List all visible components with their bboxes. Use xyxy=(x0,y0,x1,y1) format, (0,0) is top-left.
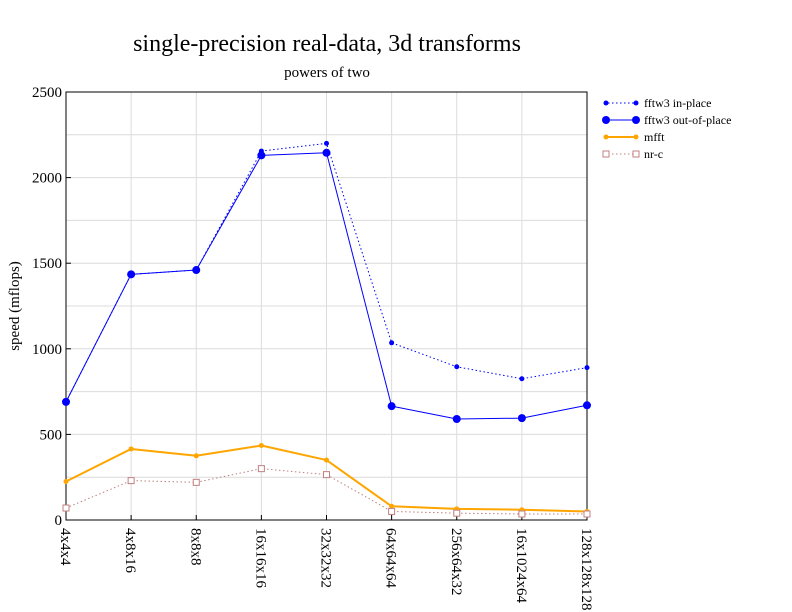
series-group xyxy=(62,140,591,518)
y-axis-label: speed (mflops) xyxy=(7,261,23,351)
data-point xyxy=(324,457,329,463)
legend-swatch-marker xyxy=(633,134,639,140)
legend-swatch-marker xyxy=(632,116,640,124)
data-point xyxy=(584,365,590,371)
legend-swatch-marker xyxy=(632,150,640,158)
data-point xyxy=(453,509,461,517)
legend-swatch-marker xyxy=(633,100,639,106)
x-tick-label: 16x1024x64 xyxy=(513,528,529,604)
y-tick-label: 500 xyxy=(40,427,63,443)
x-axis: 4x4x4 4x8x16 8x8x8 16x16x16 32x32x32 64x64x64… xyxy=(57,515,594,611)
series-line xyxy=(65,468,587,515)
legend-swatch-marker xyxy=(603,100,609,106)
legend-label: fftw3 in-place xyxy=(644,96,711,110)
data-point xyxy=(127,270,136,279)
data-point xyxy=(192,478,200,486)
legend-item: fftw3 out-of-place xyxy=(602,113,731,127)
data-point xyxy=(258,443,264,449)
data-point xyxy=(518,510,526,518)
data-point xyxy=(389,503,395,509)
y-axis: 0 500 1000 1500 2000 2500 xyxy=(32,85,71,529)
x-tick-label: 4x8x16 xyxy=(122,528,138,574)
data-point xyxy=(583,401,591,410)
data-point xyxy=(583,510,591,518)
legend-swatch-marker xyxy=(602,150,610,158)
data-point xyxy=(323,471,330,479)
data-point xyxy=(257,465,265,473)
y-tick-label: 2500 xyxy=(32,85,62,101)
legend-swatch-marker xyxy=(603,134,609,140)
x-tick-label: 256x64x32 xyxy=(448,528,464,596)
data-point xyxy=(517,414,526,423)
data-point xyxy=(324,140,329,146)
chart-subtitle: powers of two xyxy=(284,65,370,81)
data-point xyxy=(62,397,70,406)
series-mfft xyxy=(63,443,590,514)
data-point xyxy=(389,340,395,346)
legend: fftw3 in-place fftw3 out-of-place mfft nr-c xyxy=(602,96,731,161)
data-point xyxy=(257,151,266,160)
data-point xyxy=(454,364,460,370)
legend-label: nr-c xyxy=(644,147,663,161)
series-fftw3-out-of-place xyxy=(62,148,591,423)
legend-item: fftw3 in-place xyxy=(603,96,711,110)
y-tick-label: 0 xyxy=(55,513,63,529)
legend-label: fftw3 out-of-place xyxy=(644,113,731,127)
data-point xyxy=(322,148,331,157)
legend-item: nr-c xyxy=(602,147,663,161)
y-tick-label: 1500 xyxy=(32,256,62,272)
x-tick-label: 4x4x4 xyxy=(57,528,73,566)
data-point xyxy=(193,453,199,459)
data-point xyxy=(519,376,525,382)
data-point xyxy=(192,266,201,275)
x-tick-label: 128x128x128 xyxy=(578,528,594,611)
series-nr-c xyxy=(62,465,591,518)
data-point xyxy=(387,402,396,411)
legend-swatch-marker xyxy=(602,116,610,124)
data-point xyxy=(63,478,69,484)
legend-label: mfft xyxy=(644,130,665,144)
legend-item: mfft xyxy=(603,130,665,144)
data-point xyxy=(62,504,70,512)
x-tick-label: 32x32x32 xyxy=(318,528,334,588)
chart-title: single-precision real-data, 3d transform… xyxy=(133,31,521,57)
x-tick-label: 16x16x16 xyxy=(252,528,268,589)
y-tick-label: 1000 xyxy=(32,342,62,358)
data-point xyxy=(388,507,396,515)
data-point xyxy=(128,446,134,452)
x-tick-label: 64x64x64 xyxy=(383,528,399,589)
x-tick-label: 8x8x8 xyxy=(187,528,203,566)
data-point xyxy=(452,414,461,423)
data-point xyxy=(127,477,135,485)
y-tick-label: 2000 xyxy=(32,171,62,187)
